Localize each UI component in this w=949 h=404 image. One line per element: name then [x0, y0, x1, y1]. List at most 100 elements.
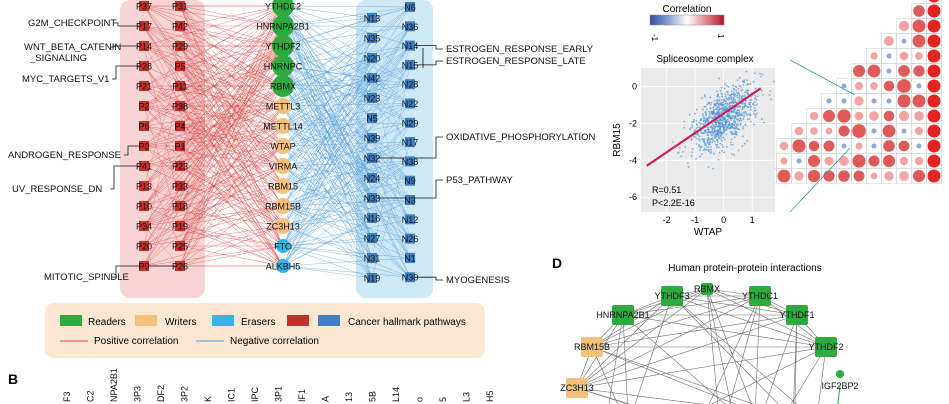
- regulator-label: RBM15B: [265, 202, 301, 212]
- pathway-node-p37: P37: [136, 1, 152, 12]
- pathway-node-p26: P26: [172, 261, 188, 272]
- ppi-node-hnrnpa2b1: HNRNPA2B1: [596, 305, 650, 325]
- pathway-label: ESTROGEN_RESPONSE_EARLY: [446, 44, 594, 55]
- correlation-cell: [796, 158, 802, 164]
- correlation-cell: [927, 124, 941, 138]
- correlation-cell: [914, 156, 924, 166]
- positive-edge: [143, 5, 284, 67]
- negative-edge: [371, 103, 411, 119]
- correlation-cell: [886, 98, 892, 104]
- positive-edge: [143, 25, 284, 167]
- negative-edge: [282, 245, 411, 259]
- negative-edge: [282, 64, 411, 127]
- correlation-cell: [871, 143, 877, 149]
- network-nodes: P37 P17 P14 P28 P21 P2 P6 P3 P41 P13 P10 P34 P20 P9 P3…: [136, 0, 418, 284]
- negative-edge: [282, 37, 373, 247]
- correlation-cell: [927, 34, 941, 48]
- node-label: P13: [136, 182, 152, 192]
- positive-edge: [143, 5, 284, 207]
- pathway-node-n27: N27: [364, 233, 380, 244]
- negative-edge: [282, 125, 411, 220]
- negative-edge: [282, 65, 411, 220]
- negative-edge: [282, 117, 373, 267]
- regulator-label: ZC3H13: [266, 222, 300, 232]
- scatter-x-ticks: -2 -1 0 1: [663, 215, 755, 225]
- positive-edge: [143, 225, 181, 267]
- correlation-cell: [927, 64, 941, 78]
- correlation-cell: [822, 109, 836, 123]
- negative-edge: [371, 142, 411, 279]
- panel-b-column-header: F3: [62, 391, 72, 402]
- correlation-cell: [792, 139, 806, 153]
- pathway-label: OXIDATIVE_PHOSPHORYLATION: [446, 132, 596, 143]
- positive-edge: [179, 105, 284, 267]
- correlation-cell: [839, 156, 849, 166]
- panel-b-column-header: IF1: [297, 389, 307, 402]
- panel-b-column-header: L14: [391, 387, 401, 402]
- pathway-node-n38: N38: [402, 156, 419, 167]
- node-label: N20: [364, 54, 381, 64]
- panel-d-title: Human protein-protein interactions: [668, 263, 821, 274]
- negative-edge: [282, 105, 411, 201]
- node-label: N29: [402, 118, 419, 128]
- correlation-cell: [838, 125, 850, 137]
- correlation-cell: [884, 36, 894, 46]
- positive-edge: [179, 45, 284, 247]
- panel-b-column-header: K: [203, 396, 213, 402]
- scatter-points: [671, 70, 775, 170]
- correlation-cell: [912, 34, 926, 48]
- m6a-regulator-zc3h13: ZC3H13: [266, 218, 300, 234]
- negative-edge: [282, 5, 373, 19]
- correlation-cell: [855, 142, 863, 150]
- panel-b-column-header: IC1: [227, 388, 237, 402]
- negative-edge: [282, 161, 411, 267]
- correlation-cell: [854, 96, 864, 106]
- correlation-cell: [927, 139, 941, 153]
- correlation-cell: [824, 156, 834, 166]
- regulator-label: RBMX: [270, 82, 296, 92]
- negative-edge: [282, 65, 411, 104]
- negative-edge: [282, 238, 411, 247]
- scatter-x-label: WTAP: [694, 227, 722, 238]
- legend-negative-label: Negative correlation: [230, 336, 319, 347]
- positive-edge: [143, 65, 284, 267]
- scatter-p-stat: P<2.2E-16: [652, 198, 695, 208]
- regulator-label: WTAP: [270, 142, 295, 152]
- panel-b-column-headers: F3 C2 NPA2B1 3P3 DF2 3P2 K IC1 IPC 3P1 IF1 A 13 5B L14…: [62, 368, 495, 402]
- x-tick-label: 1: [750, 215, 755, 225]
- negative-edge: [282, 205, 411, 239]
- node-label: N31: [364, 254, 381, 264]
- panel-b-column-header: o: [415, 397, 425, 402]
- pathway-node-n12: N12: [402, 214, 418, 225]
- correlation-cell: [927, 109, 941, 123]
- pathway-label: MYC_TARGETS_V1: [22, 74, 109, 85]
- node-label: N38: [402, 157, 419, 167]
- correlation-cell: [853, 170, 865, 182]
- correlation-cell: [927, 154, 941, 168]
- positive-edge: [143, 85, 181, 247]
- negative-edge: [282, 122, 411, 127]
- negative-edge: [282, 161, 411, 207]
- correlation-cell: [868, 155, 880, 167]
- correlation-cell: [927, 4, 941, 18]
- positive-edge: [143, 25, 284, 267]
- negative-edge: [371, 37, 411, 85]
- negative-edge: [282, 17, 373, 127]
- correlation-cell: [912, 94, 926, 108]
- node-label: P28: [136, 62, 152, 72]
- regulator-label: RBM15: [268, 182, 298, 192]
- correlation-cell: [898, 110, 910, 122]
- scatter-title: Spliceosome complex: [656, 54, 753, 65]
- y-tick-label: -4: [629, 155, 637, 165]
- pathway-node-p42: P42: [172, 21, 188, 32]
- negative-edge: [282, 125, 411, 201]
- node-label: P34: [136, 222, 152, 232]
- pathway-node-n1: N1: [404, 252, 416, 263]
- correlation-cell: [808, 140, 820, 152]
- m6a-regulator-rbmx: RBMX: [270, 75, 296, 97]
- correlation-cell: [927, 169, 941, 183]
- negative-edge: [282, 17, 373, 107]
- pathway-node-p1: P1: [174, 141, 186, 152]
- correlation-cell: [916, 83, 922, 89]
- positive-edge: [143, 85, 181, 127]
